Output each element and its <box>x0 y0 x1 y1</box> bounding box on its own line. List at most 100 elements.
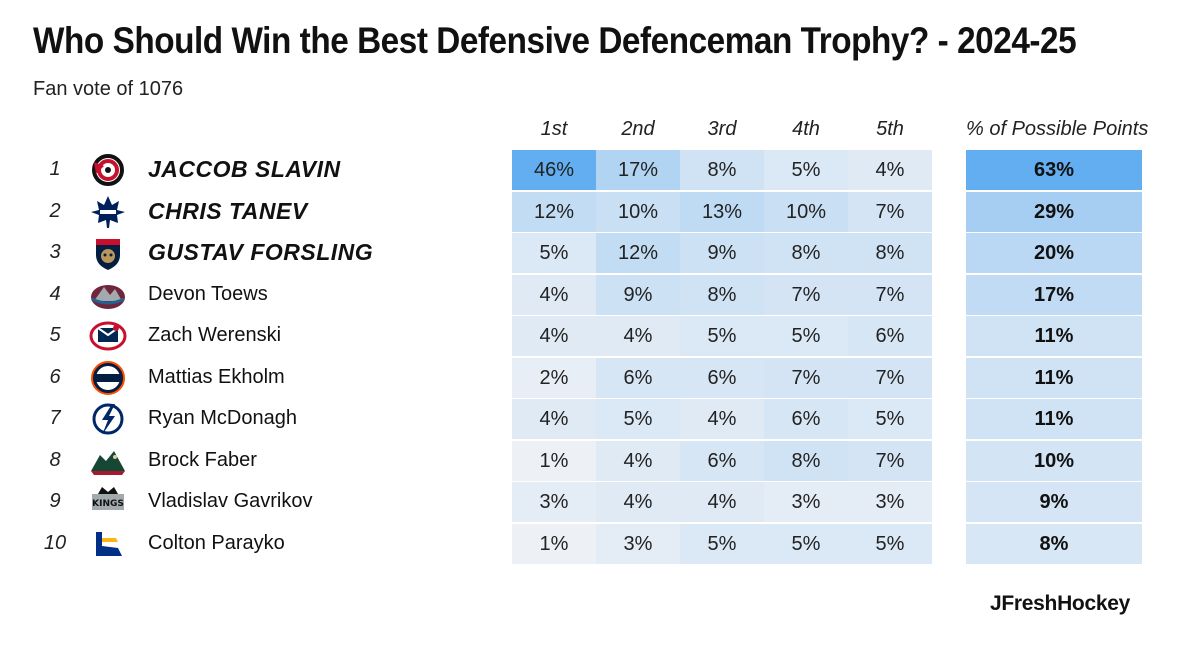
player-name: GUSTAV FORSLING <box>148 239 374 265</box>
vote-cell: 8% <box>764 440 848 481</box>
vote-cell: 5% <box>764 150 848 190</box>
vote-cell: 46% <box>512 150 596 190</box>
row-rank: 1 <box>49 158 61 180</box>
column-header-1st: 1st <box>540 118 568 140</box>
vote-cell: 8% <box>680 274 764 315</box>
column-header-2nd: 2nd <box>621 118 655 140</box>
vote-cell: 3% <box>596 523 680 564</box>
vote-cell: 7% <box>848 274 932 315</box>
points-cell: 11% <box>966 357 1142 398</box>
player-name: Brock Faber <box>148 448 257 471</box>
vote-cell: 4% <box>512 274 596 315</box>
chart-title: Who Should Win the Best Defensive Defenc… <box>33 20 1077 61</box>
vote-cell: 2% <box>512 357 596 398</box>
vote-cell: 5% <box>764 523 848 564</box>
row-rank: 3 <box>49 241 61 263</box>
vote-cell: 7% <box>764 274 848 315</box>
column-header-5th: 5th <box>876 118 904 140</box>
vote-cell: 4% <box>512 316 596 356</box>
svg-text:KINGS: KINGS <box>92 499 124 509</box>
tampa-bay-lightning-logo <box>88 401 128 437</box>
vote-cell: 4% <box>512 399 596 439</box>
points-cell: 11% <box>966 316 1142 356</box>
vote-cell: 4% <box>848 150 932 190</box>
vote-cell: 6% <box>680 357 764 398</box>
vote-cell: 5% <box>680 523 764 564</box>
vote-cell: 8% <box>764 233 848 273</box>
chart-subtitle: Fan vote of 1076 <box>33 78 184 100</box>
player-name: Ryan McDonagh <box>148 407 297 429</box>
vote-cell: 6% <box>764 399 848 439</box>
vote-cell: 1% <box>512 440 596 481</box>
vote-cell: 6% <box>680 440 764 481</box>
points-cell: 11% <box>966 399 1142 439</box>
vote-cell: 4% <box>680 482 764 522</box>
row-rank: 8 <box>49 448 61 471</box>
row-rank: 2 <box>49 199 61 222</box>
st-louis-blues-logo <box>88 526 128 562</box>
points-cell: 10% <box>966 440 1142 481</box>
row-rank: 7 <box>49 407 61 429</box>
player-name: JACCOB SLAVIN <box>148 156 341 182</box>
vote-cell: 10% <box>764 191 848 232</box>
player-name: Devon Toews <box>148 282 268 305</box>
vote-cell: 9% <box>596 274 680 315</box>
player-name: Mattias Ekholm <box>148 365 285 388</box>
vote-cell: 12% <box>596 233 680 273</box>
vote-cell: 6% <box>848 316 932 356</box>
vote-cell: 7% <box>848 440 932 481</box>
vote-cell: 1% <box>512 523 596 564</box>
vote-cell: 4% <box>680 399 764 439</box>
vote-cell: 4% <box>596 316 680 356</box>
player-name: CHRIS TANEV <box>148 197 308 224</box>
row-rank: 10 <box>43 531 67 554</box>
carolina-hurricanes-logo <box>88 152 128 188</box>
row-rank: 6 <box>49 365 61 388</box>
column-header-3rd: 3rd <box>707 118 737 140</box>
vote-cell: 5% <box>848 399 932 439</box>
vote-cell: 17% <box>596 150 680 190</box>
points-cell: 17% <box>966 274 1142 315</box>
vote-cell: 5% <box>764 316 848 356</box>
florida-panthers-logo <box>88 235 128 271</box>
vote-cell: 8% <box>848 233 932 273</box>
points-cell: 29% <box>966 191 1142 232</box>
vote-cell: 7% <box>848 191 932 232</box>
vote-cell: 6% <box>596 357 680 398</box>
vote-cell: 4% <box>596 482 680 522</box>
vote-cell: 5% <box>848 523 932 564</box>
edmonton-oilers-logo <box>88 360 128 396</box>
toronto-maple-leafs-logo <box>88 194 128 230</box>
vote-cell: 3% <box>848 482 932 522</box>
vote-cell: 7% <box>764 357 848 398</box>
player-name: Zach Werenski <box>148 324 282 346</box>
points-cell: 20% <box>966 233 1142 273</box>
vote-cell: 7% <box>848 357 932 398</box>
vote-cell: 12% <box>512 191 596 232</box>
row-rank: 5 <box>49 324 61 346</box>
vote-cell: 9% <box>680 233 764 273</box>
columbus-blue-jackets-logo <box>88 318 128 354</box>
vote-cell: 10% <box>596 191 680 232</box>
minnesota-wild-logo <box>88 443 128 479</box>
points-column-header: % of Possible Points <box>966 118 1149 140</box>
player-name: Colton Parayko <box>148 531 285 554</box>
vote-cell: 4% <box>596 440 680 481</box>
points-cell: 9% <box>966 482 1142 522</box>
vote-cell: 5% <box>512 233 596 273</box>
points-cell: 63% <box>966 150 1142 190</box>
row-rank: 9 <box>49 490 61 512</box>
player-name: Vladislav Gavrikov <box>148 490 313 512</box>
points-cell: 8% <box>966 523 1142 564</box>
colorado-avalanche-logo <box>88 277 128 313</box>
vote-cell: 3% <box>512 482 596 522</box>
vote-cell: 5% <box>680 316 764 356</box>
column-header-4th: 4th <box>792 118 820 140</box>
los-angeles-kings-logo: KINGS <box>88 484 128 520</box>
vote-cell: 13% <box>680 191 764 232</box>
vote-cell: 8% <box>680 150 764 190</box>
brand-watermark: JFreshHockey <box>990 592 1130 615</box>
vote-cell: 3% <box>764 482 848 522</box>
row-rank: 4 <box>49 282 61 305</box>
vote-cell: 5% <box>596 399 680 439</box>
